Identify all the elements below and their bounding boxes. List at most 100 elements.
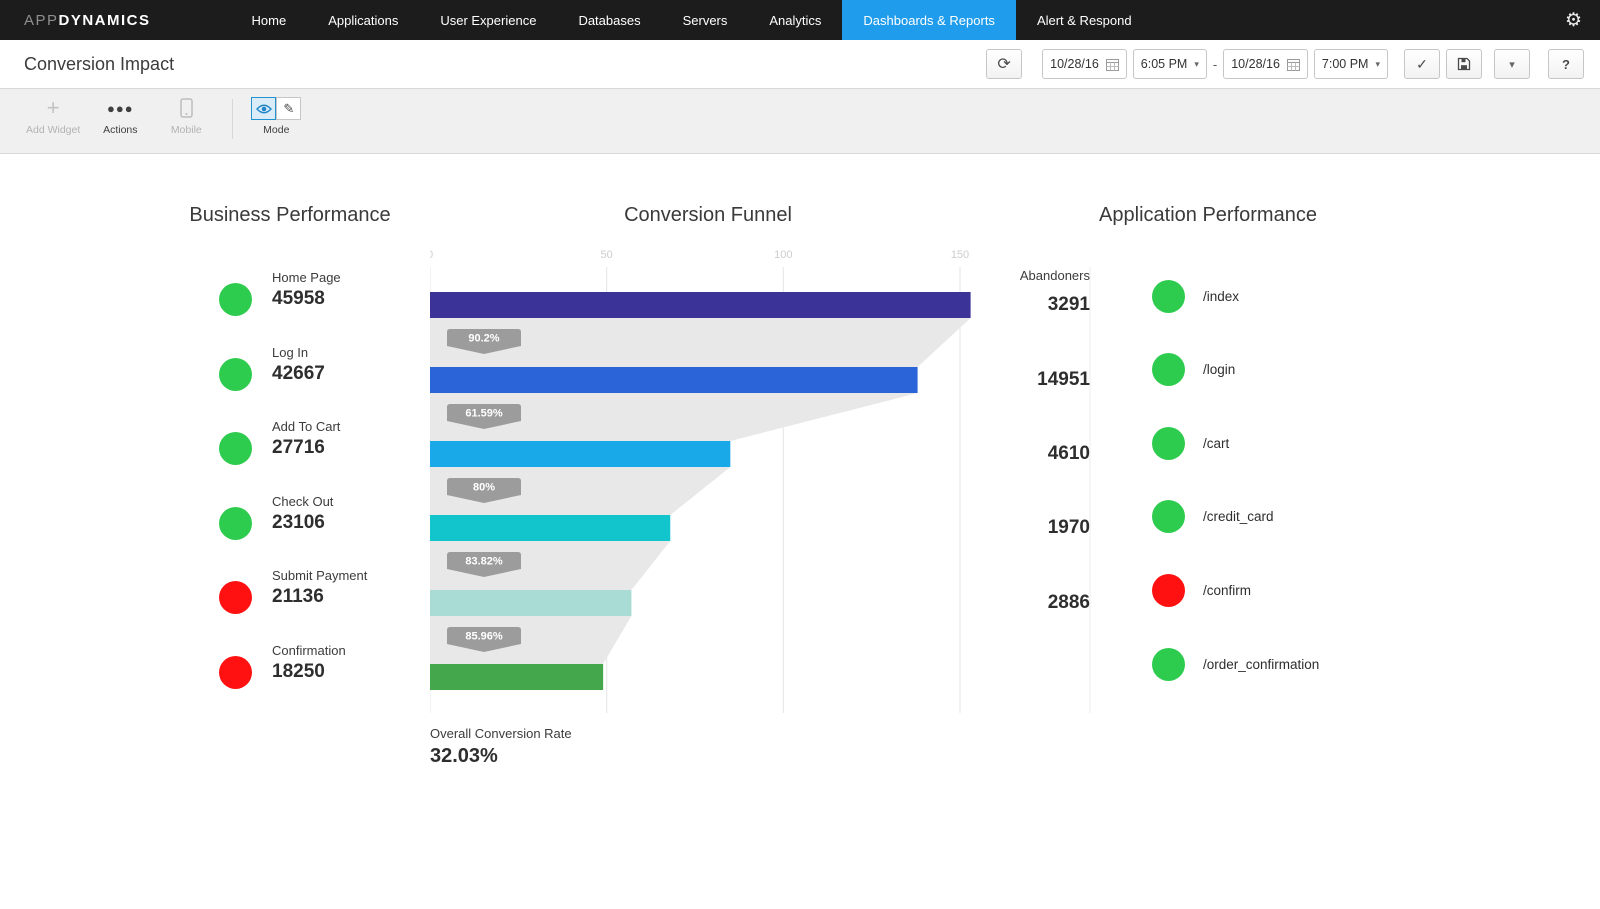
chevron-down-icon: ▾ [1509,58,1515,71]
conversion-rate-label: 90.2% [468,333,499,345]
app-page-order-confirmation[interactable]: /order_confirmation [1152,647,1319,681]
abandoners-value-submit-payment: 2886 [1047,592,1090,613]
step-label: Home Page [272,270,341,285]
nav-item-alert-respond[interactable]: Alert & Respond [1036,12,1132,28]
nav-item-servers[interactable]: Servers [682,12,728,28]
top-nav: APPDYNAMICS Home Applications User Experie… [0,0,1600,40]
end-date-value: 10/28/16 [1231,57,1280,71]
application-performance-title: Application Performance [1099,204,1317,226]
view-mode-button[interactable] [251,97,277,120]
start-date-field[interactable]: 10/28/16 [1042,49,1127,79]
nav-item-dashboards-reports[interactable]: Dashboards & Reports [842,0,1016,40]
funnel-bar-confirmation[interactable] [430,664,604,690]
calendar-icon [1105,58,1119,71]
page-title: Conversion Impact [24,53,175,74]
step-label: Confirmation [272,643,346,658]
funnel-bar-log-in[interactable] [430,367,918,393]
mobile-label: Mobile [170,124,202,136]
refresh-button[interactable]: ⟳ [986,49,1023,79]
page-label: /credit_card [1203,509,1274,525]
step-value: 42667 [272,362,325,384]
funnel-bar-home-page[interactable] [430,292,971,318]
add-widget-button[interactable]: + Add Widget [26,96,80,153]
funnel-bar-add-to-cart[interactable] [430,441,731,467]
abandoners-value-log-in: 14951 [1037,369,1090,390]
app-page-index[interactable]: /index [1152,279,1239,313]
business-step-log-in[interactable]: Log In 42667 [219,343,325,401]
calendar-icon [1286,58,1300,71]
business-step-home-page[interactable]: Home Page 45958 [219,268,341,326]
nav-item-databases[interactable]: Databases [578,12,641,28]
abandoners-value-add-to-cart: 4610 [1047,443,1090,464]
business-step-add-to-cart[interactable]: Add To Cart 27716 [219,417,340,475]
page-label: /index [1203,288,1240,304]
health-status-dot [1152,573,1185,607]
step-label: Submit Payment [272,568,368,584]
end-time-select[interactable]: 7:00 PM ▾ [1313,49,1388,79]
pencil-icon: ✎ [283,100,295,116]
funnel-bar-submit-payment[interactable] [430,590,632,616]
business-step-confirmation[interactable]: Confirmation 18250 [219,641,346,699]
axis-tick-label: 50 [601,249,613,261]
conversion-rate-label: 80% [473,482,495,494]
conversion-funnel-chart: 0 50 100 150 90.2% 61.59% 80% 83.82% 85.96% [430,249,1091,713]
ellipsis-icon: ●●● [107,100,134,116]
step-value: 23106 [272,511,325,533]
end-date-field[interactable]: 10/28/16 [1223,49,1308,79]
more-options-button[interactable]: ▾ [1494,49,1530,79]
end-time-value: 7:00 PM [1321,57,1369,71]
conversion-rate-badge [447,404,521,429]
nav-item-applications[interactable]: Applications [328,12,399,28]
business-step-submit-payment[interactable]: Submit Payment 21136 [219,566,367,624]
start-time-select[interactable]: 6:05 PM ▾ [1132,49,1207,79]
logo-dynamics-text: DYNAMICS [58,11,151,29]
health-status-dot [1152,426,1185,460]
step-value: 45958 [272,288,325,309]
axis-tick-label: 100 [774,249,792,261]
conversion-funnel-title: Conversion Funnel [624,204,792,226]
appdynamics-logo[interactable]: APPDYNAMICS [24,12,151,29]
settings-gear-icon[interactable]: ⚙ [1564,9,1582,31]
conversion-rate-label: 61.59% [465,408,503,420]
nav-item-user-experience[interactable]: User Experience [440,12,537,28]
timerange-controls: ⟳ 10/28/16 6:05 PM ▾ - 10/28/16 7:00 PM … [980,49,1584,79]
page-label: /login [1203,362,1236,378]
axis-tick-label: 150 [951,249,969,261]
funnel-shade [430,318,971,367]
chevron-down-icon: ▾ [1375,58,1380,69]
app-page-credit-card[interactable]: /credit_card [1152,500,1274,534]
edit-mode-button[interactable]: ✎ [276,97,302,120]
business-step-check-out[interactable]: Check Out 23106 [219,492,333,550]
health-status-dot [219,581,252,615]
health-status-dot [1152,647,1185,681]
mode-label: Mode [263,124,290,136]
nav-item-analytics[interactable]: Analytics [769,12,822,28]
start-date-value: 10/28/16 [1050,57,1099,71]
step-value: 18250 [272,661,325,682]
health-status-dot [219,283,252,316]
check-icon: ✓ [1416,55,1428,72]
apply-timerange-button[interactable]: ✓ [1404,49,1440,79]
conversion-rate-badge [447,552,521,577]
chevron-down-icon: ▾ [1194,58,1199,69]
start-time-value: 6:05 PM [1140,57,1188,71]
app-page-login[interactable]: /login [1152,353,1235,387]
mobile-button[interactable]: Mobile [160,96,212,153]
app-page-cart[interactable]: /cart [1152,426,1229,460]
nav-item-home[interactable]: Home [251,12,287,28]
range-separator: - [1212,56,1218,72]
axis-tick-label: 0 [430,249,433,261]
actions-button[interactable]: ●●● Actions [94,96,146,153]
help-button[interactable]: ? [1548,49,1584,79]
title-bar: Conversion Impact ⟳ 10/28/16 6:05 PM ▾ -… [0,40,1600,89]
app-page-confirm[interactable]: /confirm [1152,573,1251,607]
abandoners-value-check-out: 1970 [1047,517,1090,538]
save-dashboard-button[interactable] [1446,49,1482,79]
step-label: Add To Cart [272,419,341,435]
conversion-rate-badge [447,478,521,503]
health-status-dot [1152,500,1185,534]
business-performance-title: Business Performance [189,204,391,226]
funnel-bar-check-out[interactable] [430,515,671,541]
page-label: /order_confirmation [1203,656,1320,672]
dashboard-toolbar: + Add Widget ●●● Actions Mobile ✎ Mode [0,89,1600,154]
